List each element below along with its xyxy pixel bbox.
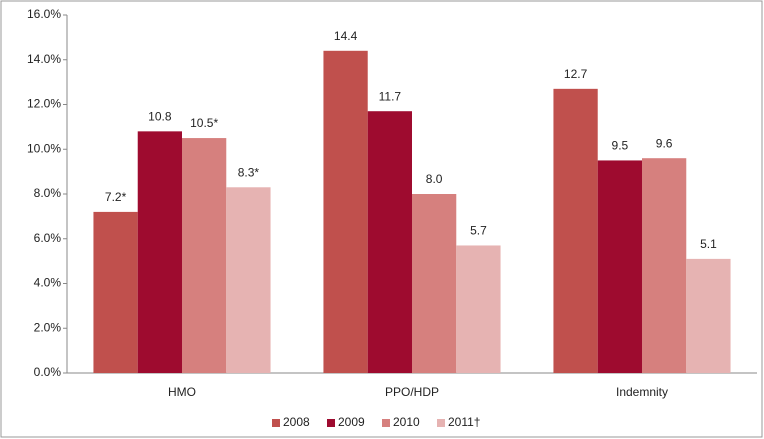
value-label: 9.5 [612,139,629,153]
bar [182,138,227,373]
y-tick-label: 16.0% [27,7,61,21]
x-tick-label: PPO/HDP [385,385,439,399]
value-label: 5.7 [470,224,487,238]
bar [553,88,598,374]
legend-swatch [272,419,280,427]
bar [412,194,457,373]
x-tick-label: HMO [168,385,196,399]
bar [686,258,731,373]
value-label: 8.3* [238,165,260,179]
bar [456,245,501,373]
y-tick-label: 6.0% [34,231,62,245]
legend-label: 2011† [448,415,480,429]
y-tick-label: 0.0% [34,365,62,379]
bar [597,160,642,373]
value-label: 8.0 [426,172,443,186]
legend-swatch [382,419,390,427]
y-tick-label: 2.0% [34,320,62,334]
bar [93,211,138,373]
y-tick-label: 14.0% [27,52,61,66]
value-label: 12.7 [564,67,588,81]
value-label: 14.4 [334,29,358,43]
legend-label: 2009 [338,415,365,429]
x-tick-label: Indemnity [616,385,668,399]
value-label: 10.8 [148,110,172,124]
value-label: 10.5* [190,116,218,130]
y-tick-label: 10.0% [27,141,61,155]
legend-swatch [327,419,335,427]
bar [367,111,412,374]
legend-label: 2008 [283,415,310,429]
legend-label: 2010 [393,415,420,429]
value-label: 5.1 [700,237,717,251]
y-tick-label: 4.0% [34,276,62,290]
value-label: 9.6 [656,136,673,150]
bar [137,131,182,373]
bar [226,187,271,373]
bar [642,158,687,373]
value-label: 7.2* [105,190,127,204]
bar [323,50,368,374]
legend-swatch [437,419,445,427]
y-tick-label: 8.0% [34,186,62,200]
y-tick-label: 12.0% [27,97,61,111]
value-label: 11.7 [379,89,402,103]
